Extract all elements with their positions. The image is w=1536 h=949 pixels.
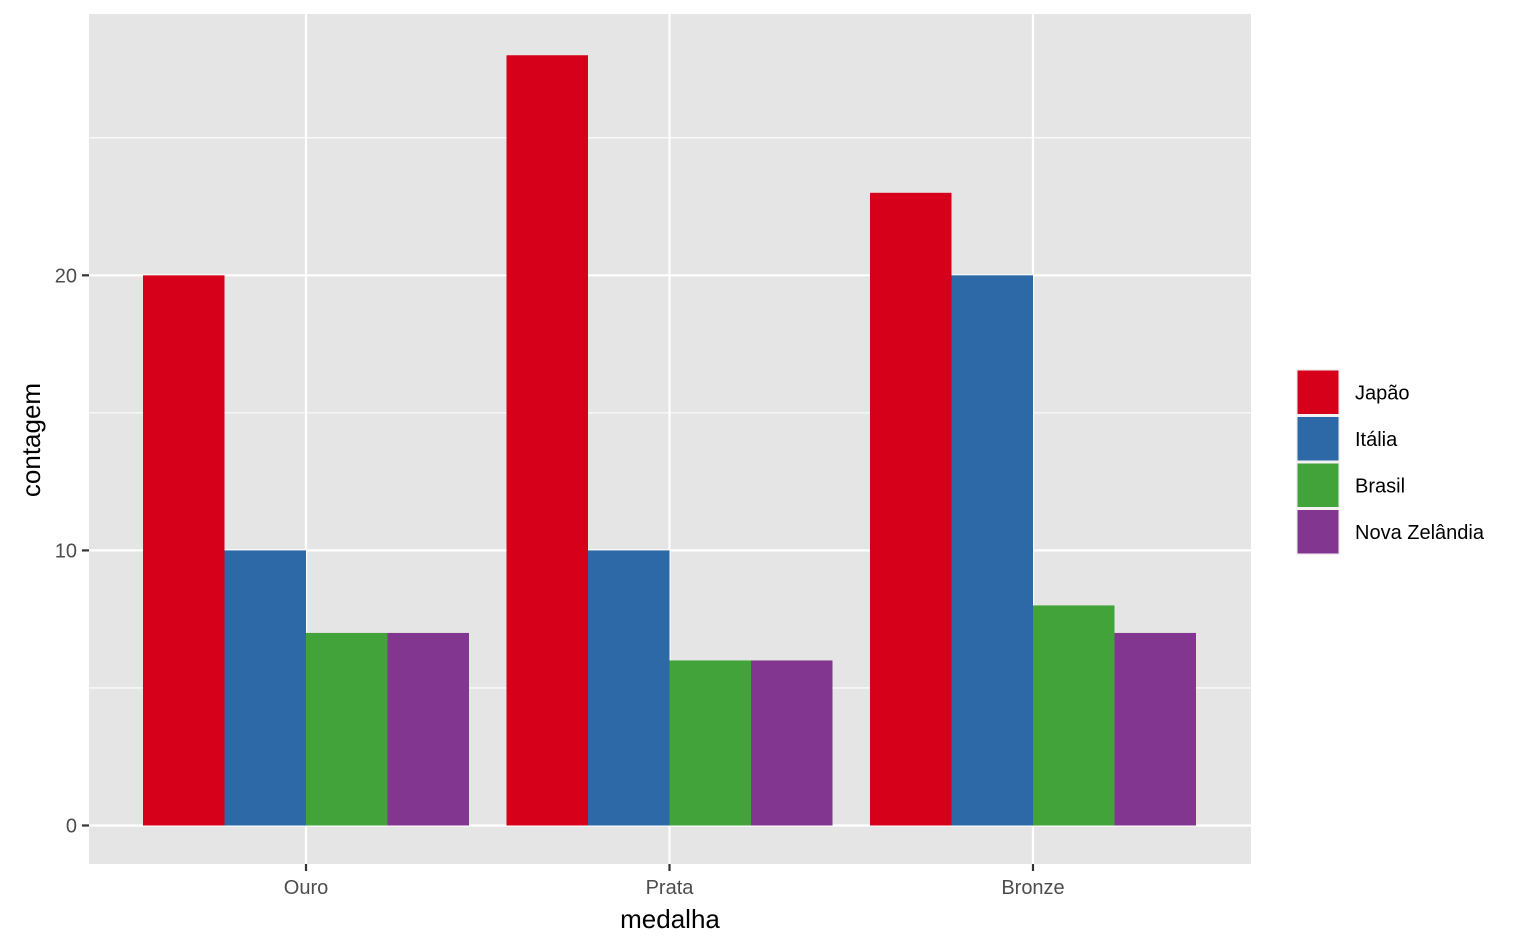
bar bbox=[588, 550, 670, 826]
x-tick-label: Prata bbox=[646, 877, 695, 899]
legend-swatch bbox=[1297, 417, 1339, 461]
bar bbox=[1033, 605, 1115, 826]
legend-swatch bbox=[1297, 463, 1339, 507]
bar bbox=[387, 632, 469, 826]
legend-label: Japão bbox=[1355, 382, 1410, 404]
y-axis-title: contagem bbox=[16, 383, 46, 497]
bar bbox=[506, 55, 588, 826]
bar bbox=[669, 660, 751, 826]
bar bbox=[306, 632, 388, 826]
legend-label: Nova Zelândia bbox=[1355, 522, 1485, 544]
bar bbox=[1114, 632, 1196, 826]
y-tick-label: 10 bbox=[55, 540, 77, 562]
y-axis: 0 10 20 bbox=[55, 265, 89, 837]
bar bbox=[951, 275, 1033, 826]
legend-swatch bbox=[1297, 510, 1339, 554]
y-tick-label: 0 bbox=[66, 815, 77, 837]
bar bbox=[224, 550, 306, 826]
legend-swatch bbox=[1297, 370, 1339, 414]
x-tick-label: Bronze bbox=[1001, 877, 1064, 899]
legend-label: Itália bbox=[1355, 429, 1398, 451]
x-axis-title: medalha bbox=[620, 904, 720, 934]
bar bbox=[870, 192, 952, 826]
bar bbox=[751, 660, 833, 826]
x-axis: Ouro Prata Bronze bbox=[284, 864, 1065, 899]
bar bbox=[143, 275, 225, 826]
legend-label: Brasil bbox=[1355, 475, 1405, 497]
bar-series bbox=[143, 55, 1196, 826]
legend: Japão Itália Brasil Nova Zelândia bbox=[1296, 369, 1485, 555]
y-tick-label: 20 bbox=[55, 265, 77, 287]
x-tick-label: Ouro bbox=[284, 877, 328, 899]
